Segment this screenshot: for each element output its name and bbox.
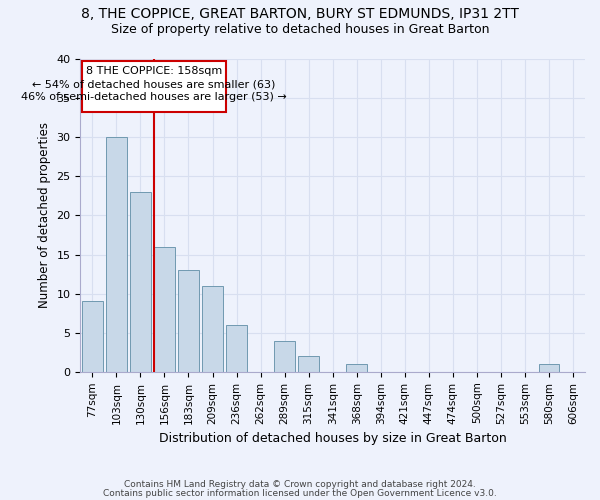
Bar [106, 137, 127, 372]
Text: Size of property relative to detached houses in Great Barton: Size of property relative to detached ho… [111, 22, 489, 36]
FancyBboxPatch shape [82, 60, 226, 112]
Bar [298, 356, 319, 372]
Bar [178, 270, 199, 372]
Bar [346, 364, 367, 372]
Bar [539, 364, 559, 372]
Text: ← 54% of detached houses are smaller (63): ← 54% of detached houses are smaller (63… [32, 79, 275, 89]
Bar [202, 286, 223, 372]
Text: 8 THE COPPICE: 158sqm: 8 THE COPPICE: 158sqm [86, 66, 222, 76]
Text: 8, THE COPPICE, GREAT BARTON, BURY ST EDMUNDS, IP31 2TT: 8, THE COPPICE, GREAT BARTON, BURY ST ED… [81, 8, 519, 22]
Bar [226, 325, 247, 372]
Bar [154, 246, 175, 372]
Y-axis label: Number of detached properties: Number of detached properties [38, 122, 51, 308]
Text: 46% of semi-detached houses are larger (53) →: 46% of semi-detached houses are larger (… [21, 92, 287, 102]
X-axis label: Distribution of detached houses by size in Great Barton: Distribution of detached houses by size … [159, 432, 506, 445]
Bar [82, 302, 103, 372]
Bar [274, 340, 295, 372]
Bar [130, 192, 151, 372]
Text: Contains HM Land Registry data © Crown copyright and database right 2024.: Contains HM Land Registry data © Crown c… [124, 480, 476, 489]
Text: Contains public sector information licensed under the Open Government Licence v3: Contains public sector information licen… [103, 489, 497, 498]
